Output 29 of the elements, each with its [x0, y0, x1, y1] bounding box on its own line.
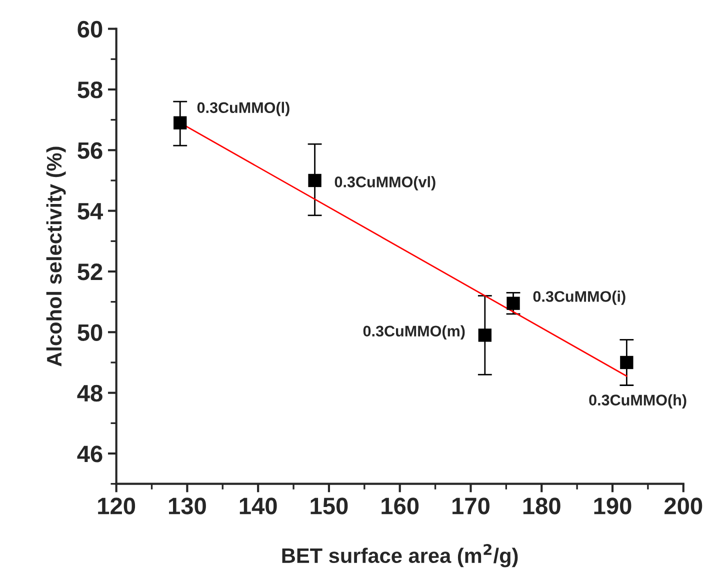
x-tick-label: 120	[98, 498, 136, 514]
x-tick-label: 150	[310, 498, 348, 514]
annotation: 0.3CuMMO(m)	[363, 325, 465, 340]
y-tick-label: 60	[78, 20, 102, 38]
point	[308, 174, 322, 188]
x-tick-label: 190	[594, 498, 632, 514]
x-tick-label: 140	[240, 498, 277, 514]
x-tick-label: 180	[523, 498, 560, 514]
x-tick-label: 160	[382, 498, 419, 514]
y-tick-label: 56	[78, 142, 102, 159]
point	[620, 356, 634, 370]
annotation: 0.3CuMMO(h)	[589, 394, 686, 409]
x-tick-label: 170	[452, 498, 490, 514]
y-tick-label: 46	[77, 446, 102, 462]
y-tick-label: 52	[78, 264, 102, 280]
y-tick-label: 50	[78, 324, 102, 341]
annotation: 0.3CuMMO(vl)	[334, 176, 436, 190]
point	[506, 296, 520, 310]
y-tick-label: 54	[78, 203, 103, 220]
y-axis-title: Alcohol selectivity (%)	[46, 146, 66, 366]
x-tick-label: 200	[664, 498, 702, 514]
y-tick-label: 58	[78, 82, 102, 98]
annotation: 0.3CuMMO(l)	[197, 102, 290, 116]
x-tick-label: 130	[168, 498, 206, 514]
annotation: 0.3CuMMO(i)	[533, 290, 626, 305]
point	[174, 116, 187, 130]
point	[478, 328, 492, 342]
y-tick-label: 48	[77, 384, 102, 402]
x-axis-title: BET surface area (m$^{2}$/g)	[282, 544, 518, 568]
